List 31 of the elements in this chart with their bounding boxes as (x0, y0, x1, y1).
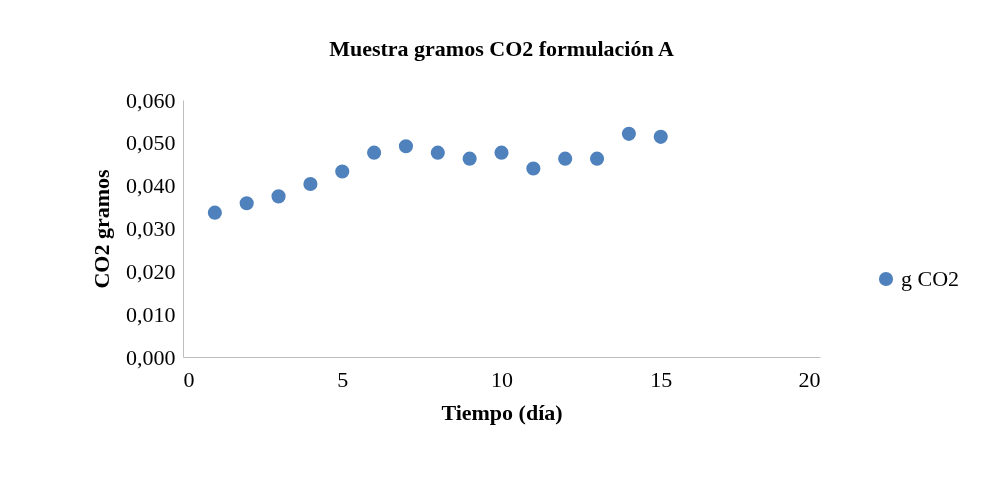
point (271, 189, 286, 204)
y-tick-label: 0,040 (126, 173, 176, 199)
point (207, 205, 222, 220)
x-tick-label: 10 (491, 366, 513, 392)
chart-title: Muestra gramos CO2 formulación A (329, 36, 674, 61)
point (462, 151, 477, 166)
y-axis-title: CO2 gramos (89, 168, 114, 289)
x-tick-label: 5 (337, 366, 349, 392)
point (430, 145, 445, 160)
point (367, 145, 382, 160)
y-tick-label: 0,000 (126, 344, 176, 370)
point (621, 126, 636, 141)
y-tick-label: 0,030 (126, 216, 176, 241)
x-tick-label: 15 (650, 366, 673, 392)
point (239, 196, 254, 211)
y-tick-label: 0,050 (126, 130, 176, 156)
point (335, 164, 350, 179)
point (558, 151, 573, 166)
y-tick-label: 0,060 (126, 87, 176, 113)
y-tick-label: 0,010 (126, 301, 176, 327)
x-axis-title: Tiempo (día) (441, 399, 563, 425)
legend-label: g CO2 (901, 266, 960, 291)
point (589, 151, 605, 166)
point (653, 129, 668, 144)
x-tick-label: 0 (183, 366, 195, 392)
point (303, 176, 318, 192)
point (494, 145, 509, 160)
x-tick-label: 20 (798, 366, 821, 392)
y-tick-label: 0,020 (126, 258, 176, 284)
point (526, 161, 541, 176)
point (398, 139, 414, 154)
